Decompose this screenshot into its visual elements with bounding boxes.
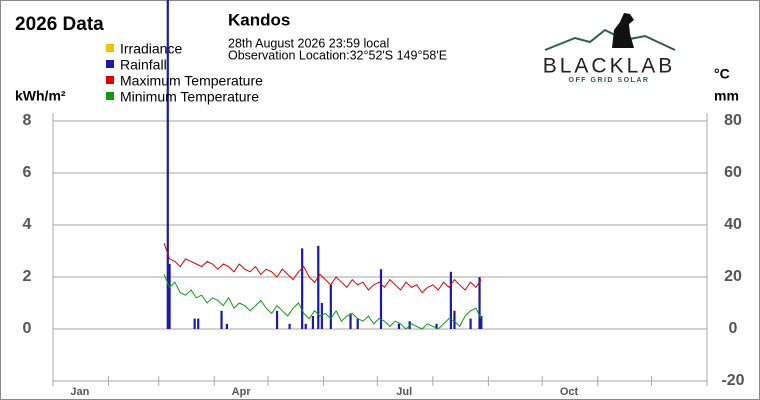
x-tick-label: Apr bbox=[232, 386, 252, 398]
rain-bar bbox=[379, 269, 383, 329]
rain-bar bbox=[275, 310, 279, 329]
y2-tick-label: 60 bbox=[724, 164, 742, 181]
legend-swatch bbox=[106, 92, 114, 100]
logo: BLACKLAB OFF GRID SOLAR bbox=[543, 13, 676, 84]
rain-bar bbox=[356, 318, 359, 329]
temperature-line bbox=[163, 274, 482, 330]
x-tick-label: Jan bbox=[70, 386, 89, 398]
rain-bar bbox=[168, 264, 171, 329]
y2-tick-label: 80 bbox=[724, 112, 742, 129]
logo-dog bbox=[612, 13, 634, 48]
legend-swatch bbox=[106, 76, 114, 84]
legend-label: Minimum Temperature bbox=[120, 89, 259, 105]
logo-mountains bbox=[544, 28, 676, 51]
y2-tick-label: -20 bbox=[721, 372, 744, 389]
y-axis-label: kWh/m² bbox=[15, 88, 66, 104]
y-tick-label: 2 bbox=[23, 268, 32, 285]
y2-tick-label: 20 bbox=[724, 268, 742, 285]
legend-label: Rainfall bbox=[120, 57, 167, 73]
logo-tagline: OFF GRID SOLAR bbox=[569, 77, 650, 84]
legend-label: Maximum Temperature bbox=[120, 73, 263, 89]
rain-bar bbox=[197, 318, 200, 329]
x-tick-label: Oct bbox=[560, 386, 579, 398]
legend-swatch bbox=[106, 44, 114, 52]
x-tick-label: Jul bbox=[396, 386, 412, 398]
y2-tick-label: 40 bbox=[724, 216, 742, 233]
rain-bar bbox=[449, 271, 452, 329]
rain-bar bbox=[349, 313, 352, 329]
rain-bar bbox=[193, 318, 196, 329]
rain-bar bbox=[311, 316, 315, 329]
rain-bar bbox=[435, 323, 438, 329]
legend-swatch bbox=[106, 60, 114, 68]
y-tick-label: 6 bbox=[23, 164, 32, 181]
rain-bar bbox=[469, 318, 472, 329]
rain-bar bbox=[478, 277, 481, 329]
rain-bar bbox=[220, 310, 223, 329]
y-tick-label: 8 bbox=[23, 112, 32, 129]
rain-bar bbox=[453, 310, 456, 329]
logo-name: BLACKLAB bbox=[543, 55, 676, 78]
chart-title: 2026 Data bbox=[15, 14, 104, 35]
y2-axis-label: mm bbox=[714, 88, 739, 104]
temperature-line bbox=[163, 243, 482, 294]
rain-bar bbox=[288, 323, 291, 329]
legend-label: Irradiance bbox=[120, 41, 182, 57]
rain-bar bbox=[329, 284, 332, 329]
y-tick-label: 0 bbox=[23, 320, 32, 337]
y2-tick-label: 0 bbox=[729, 320, 738, 337]
rain-bar bbox=[480, 316, 483, 329]
rain-bar bbox=[397, 323, 401, 329]
rain-bar bbox=[320, 303, 323, 329]
rain-bar bbox=[317, 245, 320, 329]
timestamp: 28th August 2026 23:59 local bbox=[228, 36, 389, 50]
y2-axis-label-top: °C bbox=[714, 66, 730, 82]
rain-bar bbox=[304, 323, 307, 329]
site-name: Kandos bbox=[228, 10, 290, 29]
rain-bar bbox=[166, 0, 169, 329]
location: Observation Location:32°52'S 149°58'E bbox=[228, 48, 447, 62]
y-tick-label: 4 bbox=[23, 216, 32, 233]
rain-bar bbox=[301, 248, 304, 329]
rain-bar bbox=[225, 323, 229, 329]
